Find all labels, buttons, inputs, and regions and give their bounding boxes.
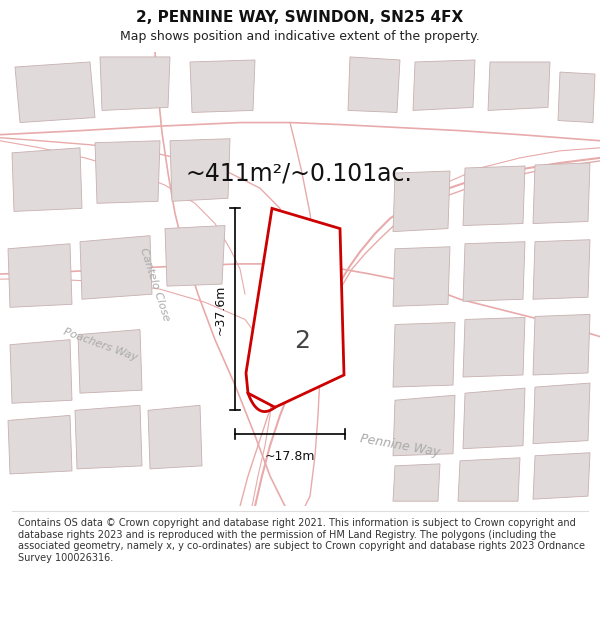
Polygon shape xyxy=(15,62,95,122)
Polygon shape xyxy=(8,244,72,308)
Polygon shape xyxy=(463,318,525,377)
Polygon shape xyxy=(393,395,455,456)
Polygon shape xyxy=(95,141,160,203)
Polygon shape xyxy=(393,464,440,501)
Polygon shape xyxy=(10,339,72,403)
Polygon shape xyxy=(190,60,255,112)
Text: Cantelo Close: Cantelo Close xyxy=(139,246,172,322)
Text: ~411m²/~0.101ac.: ~411m²/~0.101ac. xyxy=(185,161,412,185)
Polygon shape xyxy=(78,329,142,393)
Text: Pennine Way: Pennine Way xyxy=(359,432,441,459)
Polygon shape xyxy=(533,314,590,375)
Polygon shape xyxy=(533,239,590,299)
Polygon shape xyxy=(80,236,152,299)
Polygon shape xyxy=(12,148,82,211)
Polygon shape xyxy=(533,163,590,224)
Polygon shape xyxy=(8,416,72,474)
Polygon shape xyxy=(533,383,590,444)
Polygon shape xyxy=(463,388,525,449)
Text: Poachers Way: Poachers Way xyxy=(62,327,139,362)
Polygon shape xyxy=(533,452,590,499)
Text: Map shows position and indicative extent of the property.: Map shows position and indicative extent… xyxy=(120,29,480,42)
Text: ~37.6m: ~37.6m xyxy=(214,284,227,334)
Polygon shape xyxy=(458,458,520,501)
Polygon shape xyxy=(75,405,142,469)
Text: 2, PENNINE WAY, SWINDON, SN25 4FX: 2, PENNINE WAY, SWINDON, SN25 4FX xyxy=(136,11,464,26)
Polygon shape xyxy=(393,322,455,387)
Polygon shape xyxy=(463,166,525,226)
Polygon shape xyxy=(393,247,450,306)
Text: Contains OS data © Crown copyright and database right 2021. This information is : Contains OS data © Crown copyright and d… xyxy=(18,518,585,563)
Polygon shape xyxy=(170,139,230,201)
Polygon shape xyxy=(463,242,525,301)
Polygon shape xyxy=(165,226,225,286)
Polygon shape xyxy=(148,405,202,469)
Polygon shape xyxy=(413,60,475,111)
Polygon shape xyxy=(393,171,450,232)
Polygon shape xyxy=(246,208,344,408)
Polygon shape xyxy=(100,57,170,111)
Polygon shape xyxy=(488,62,550,111)
Text: 2: 2 xyxy=(295,329,311,353)
Polygon shape xyxy=(558,72,595,122)
Text: ~17.8m: ~17.8m xyxy=(265,450,315,462)
Polygon shape xyxy=(348,57,400,112)
